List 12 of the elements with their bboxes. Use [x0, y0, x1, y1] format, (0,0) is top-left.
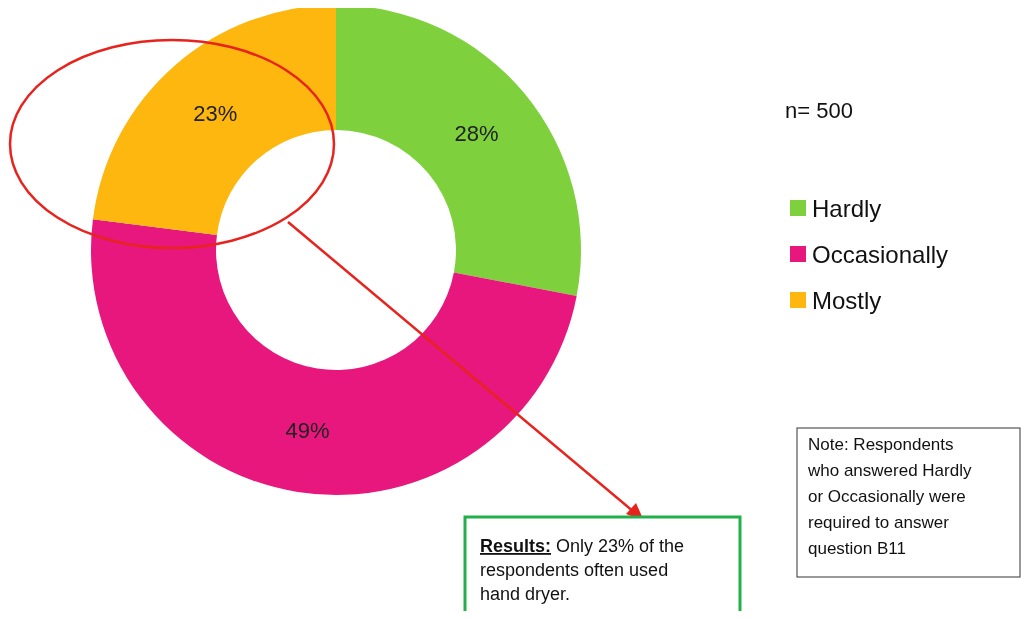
text: n= 500	[785, 98, 853, 123]
data-label: 28%	[454, 121, 499, 147]
donut-slice	[91, 219, 577, 495]
data-label: 49%	[285, 417, 330, 443]
legend-label: Mostly	[812, 286, 882, 314]
legend-label: Occasionally	[812, 240, 949, 268]
text: Results: Only 23% of the respondents often used hand dryer.	[480, 536, 685, 604]
donut-slice	[92, 8, 336, 235]
donut-slice	[336, 8, 581, 296]
legend-label: Hardly	[812, 194, 882, 222]
text: Note: Respondents who answered Hardly or Occasionally were required to answer question B11	[807, 435, 972, 558]
data-label: 23%	[193, 100, 238, 126]
